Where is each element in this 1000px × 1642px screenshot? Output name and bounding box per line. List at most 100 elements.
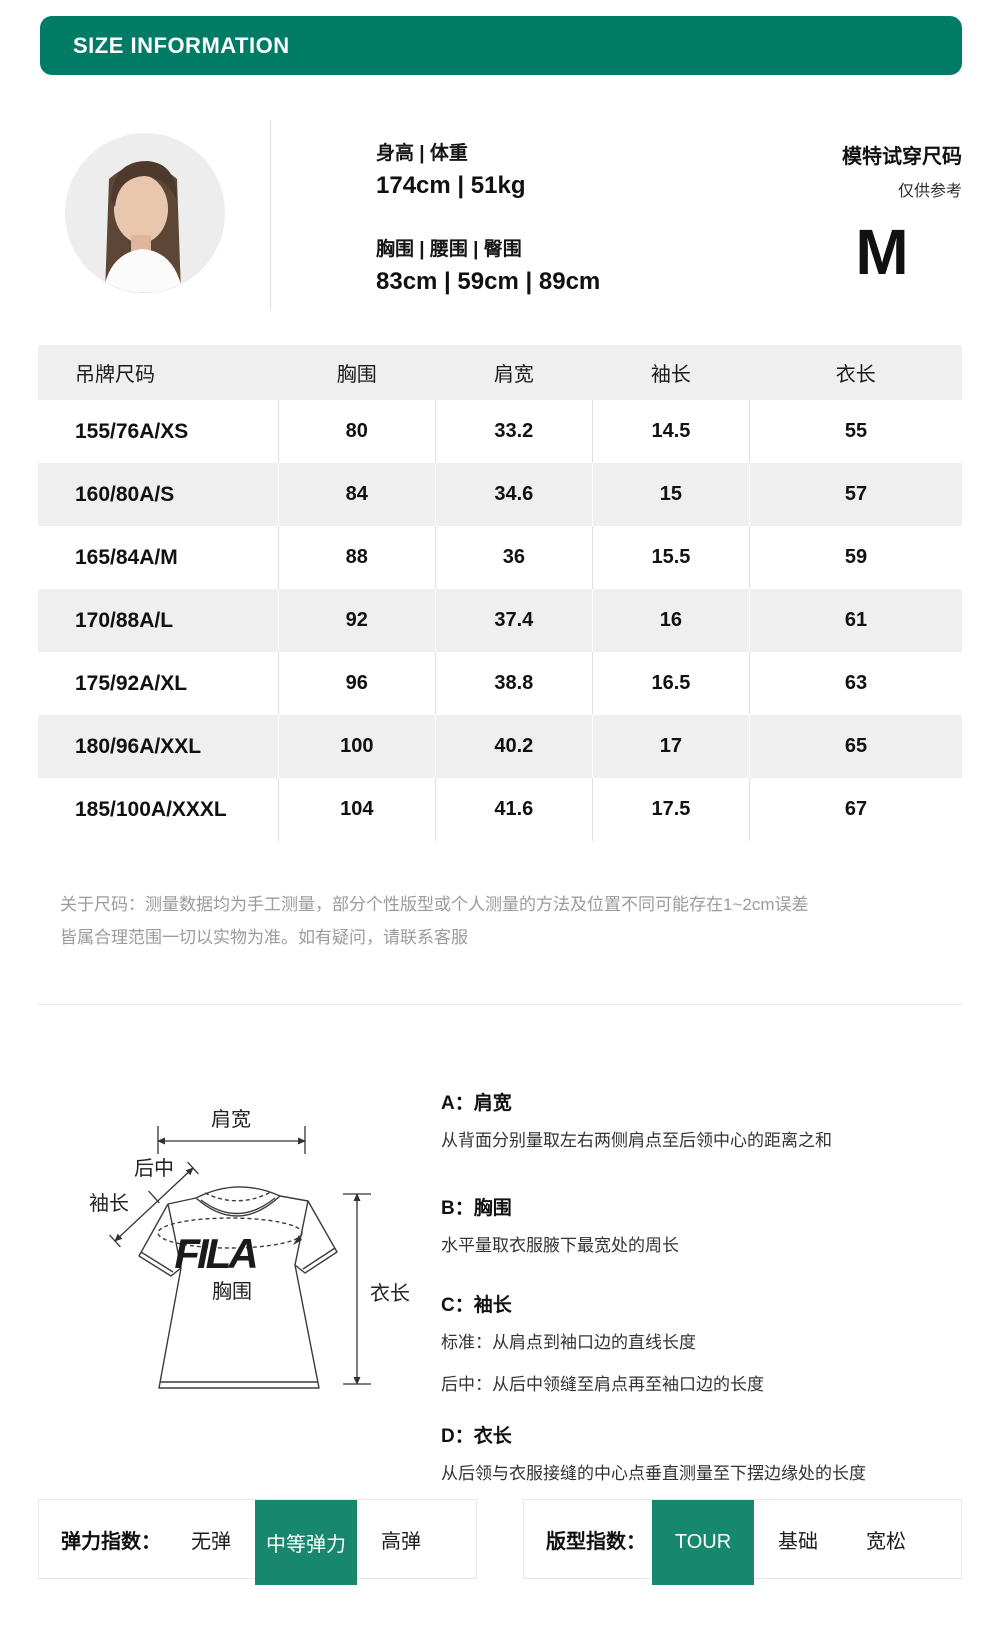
table-row: 170/88A/L 92 37.4 16 61 [38, 589, 962, 652]
model-photo [65, 133, 225, 293]
fit-index-label: 版型指数： [546, 1530, 646, 1553]
elasticity-index-box: 弹力指数： 无弹 中等弹力 高弹 [38, 1499, 477, 1585]
model-fit-block: 模特试穿尺码 仅供参考 M [802, 140, 962, 289]
elasticity-option-high: 高弹 [381, 1530, 421, 1553]
explain-b-title: B：胸围 [441, 1198, 512, 1219]
elasticity-options: 无弹 中等弹力 高弹 [167, 1500, 445, 1585]
size-table-section: 吊牌尺码 胸围 肩宽 袖长 衣长 155/76A/XS 80 33.2 14.5 55 1… [38, 345, 962, 841]
col-header-shoulder: 肩宽 [493, 364, 534, 386]
size-value-cell: 65 [748, 715, 962, 778]
bwh-label: 胸围 | 腰围 | 臀围 [376, 239, 522, 260]
size-value-cell: 80 [277, 400, 436, 463]
explain-d-title: D：衣长 [441, 1426, 512, 1447]
model-avatar [65, 133, 225, 293]
size-value-cell: 37.4 [434, 589, 593, 652]
fit-options: TOUR 基础 宽松 [652, 1500, 930, 1585]
size-label-cell: 170/88A/L [75, 608, 174, 632]
size-value-cell: 100 [277, 715, 436, 778]
size-label-cell: 180/96A/XXL [75, 734, 202, 758]
size-value-cell: 17 [591, 715, 750, 778]
size-value-cell: 92 [277, 589, 436, 652]
size-value-cell: 16 [591, 589, 750, 652]
col-header-size: 吊牌尺码 [75, 364, 155, 386]
fit-option-basic: 基础 [778, 1530, 818, 1553]
model-size-badge: M [855, 216, 909, 288]
diagram-sleeve-label: 袖长 [89, 1192, 129, 1215]
section-title-bar: SIZE INFORMATION [40, 16, 962, 75]
size-value-cell: 84 [277, 463, 436, 526]
size-value-cell: 17.5 [591, 778, 750, 841]
explain-c-text1: 标准：从肩点到袖口边的直线长度 [441, 1333, 696, 1352]
size-label-cell: 165/84A/M [75, 545, 178, 569]
section-divider [38, 1004, 962, 1005]
size-value-cell: 41.6 [434, 778, 593, 841]
bwh-value: 83cm | 59cm | 89cm [376, 268, 601, 295]
fila-logo: FILA [174, 1230, 256, 1277]
table-row: 160/80A/S 84 34.6 15 57 [38, 463, 962, 526]
measure-diagram-section: 肩宽 后中 袖长 衣长 FILA 胸围 A：肩宽 从背面分别量取左右两侧肩点至后… [38, 1005, 962, 1483]
table-row: 175/92A/XL 96 38.8 16.5 63 [38, 652, 962, 715]
size-value-cell: 88 [277, 526, 436, 589]
size-note-line2: 皆属合理范围一切以实物为准。如有疑问，请联系客服 [60, 928, 468, 947]
size-note: 关于尺码：测量数据均为手工测量，部分个性版型或个人测量的方法及位置不同可能存在1… [60, 888, 962, 954]
diagram-chest-label: 胸围 [212, 1280, 252, 1303]
size-value-cell: 33.2 [434, 400, 593, 463]
explain-d-text: 从后领与衣服接缝的中心点垂直测量至下摆边缘处的长度 [441, 1464, 866, 1483]
size-value-cell: 36 [434, 526, 593, 589]
size-value-cell: 40.2 [434, 715, 593, 778]
explain-b-text: 水平量取衣服腋下最宽处的周长 [441, 1236, 679, 1255]
height-weight-value: 174cm | 51kg [376, 172, 526, 199]
model-measurements: 身高 | 体重 174cm | 51kg 胸围 | 腰围 | 臀围 83cm |… [376, 138, 600, 296]
size-value-cell: 63 [748, 652, 962, 715]
fit-note: 仅供参考 [897, 183, 962, 200]
diagram-length-label: 衣长 [370, 1282, 410, 1305]
vertical-divider [270, 120, 271, 310]
size-value-cell: 16.5 [591, 652, 750, 715]
col-header-sleeve: 袖长 [650, 364, 691, 386]
size-value-cell: 55 [748, 400, 962, 463]
fit-index-box: 版型指数： TOUR 基础 宽松 [523, 1499, 962, 1585]
explain-c-text2: 后中：从后中领缝至肩点再至袖口边的长度 [441, 1375, 764, 1394]
size-label-cell: 155/76A/XS [75, 419, 189, 443]
fit-option-loose: 宽松 [866, 1530, 906, 1553]
size-value-cell: 38.8 [434, 652, 593, 715]
elasticity-option-none: 无弹 [191, 1530, 231, 1553]
index-row: 弹力指数： 无弹 中等弹力 高弹 版型指数： TOUR 基础 宽松 [38, 1499, 962, 1585]
size-note-line1: 关于尺码：测量数据均为手工测量，部分个性版型或个人测量的方法及位置不同可能存在1… [60, 895, 809, 914]
size-value-cell: 15.5 [591, 526, 750, 589]
size-value-cell: 57 [748, 463, 962, 526]
explain-a-title: A：肩宽 [441, 1093, 512, 1114]
table-row: 165/84A/M 88 36 15.5 59 [38, 526, 962, 589]
size-value-cell: 61 [748, 589, 962, 652]
elasticity-label: 弹力指数： [61, 1530, 161, 1553]
col-header-chest: 胸围 [336, 364, 377, 386]
size-value-cell: 14.5 [591, 400, 750, 463]
diagram-shoulder-label: 肩宽 [211, 1108, 251, 1131]
size-label-cell: 160/80A/S [75, 482, 175, 506]
size-value-cell: 104 [277, 778, 436, 841]
size-value-cell: 96 [277, 652, 436, 715]
fit-title: 模特试穿尺码 [842, 146, 962, 168]
size-value-cell: 67 [748, 778, 962, 841]
table-row: 180/96A/XXL 100 40.2 17 65 [38, 715, 962, 778]
size-label-cell: 175/92A/XL [75, 671, 188, 695]
fit-option-tour-selected: TOUR [652, 1500, 754, 1585]
size-label-cell: 185/100A/XXXL [75, 797, 227, 821]
model-info-section: 身高 | 体重 174cm | 51kg 胸围 | 腰围 | 臀围 83cm |… [38, 120, 962, 310]
page-title: SIZE INFORMATION [73, 32, 290, 58]
size-value-cell: 59 [748, 526, 962, 589]
tshirt-diagram: 肩宽 后中 袖长 衣长 FILA 胸围 [89, 1108, 410, 1389]
elasticity-option-medium-selected: 中等弹力 [255, 1500, 357, 1585]
table-header-row: 吊牌尺码 胸围 肩宽 袖长 衣长 [38, 345, 962, 400]
explain-a-text: 从背面分别量取左右两侧肩点至后领中心的距离之和 [441, 1131, 832, 1150]
table-row: 155/76A/XS 80 33.2 14.5 55 [38, 400, 962, 463]
size-table-body: 155/76A/XS 80 33.2 14.5 55 160/80A/S 84 34.6 15 5… [38, 400, 962, 841]
diagram-backcenter-label: 后中 [134, 1157, 174, 1180]
size-value-cell: 34.6 [434, 463, 593, 526]
measure-explanations: A：肩宽 从背面分别量取左右两侧肩点至后领中心的距离之和 B：胸围 水平量取衣服… [441, 1005, 961, 1490]
size-table: 吊牌尺码 胸围 肩宽 袖长 衣长 155/76A/XS 80 33.2 14.5 55 1… [38, 345, 962, 841]
size-value-cell: 15 [591, 463, 750, 526]
col-header-length: 衣长 [835, 364, 876, 386]
explain-c-title: C：袖长 [441, 1295, 512, 1316]
table-row: 185/100A/XXXL 104 41.6 17.5 67 [38, 778, 962, 841]
